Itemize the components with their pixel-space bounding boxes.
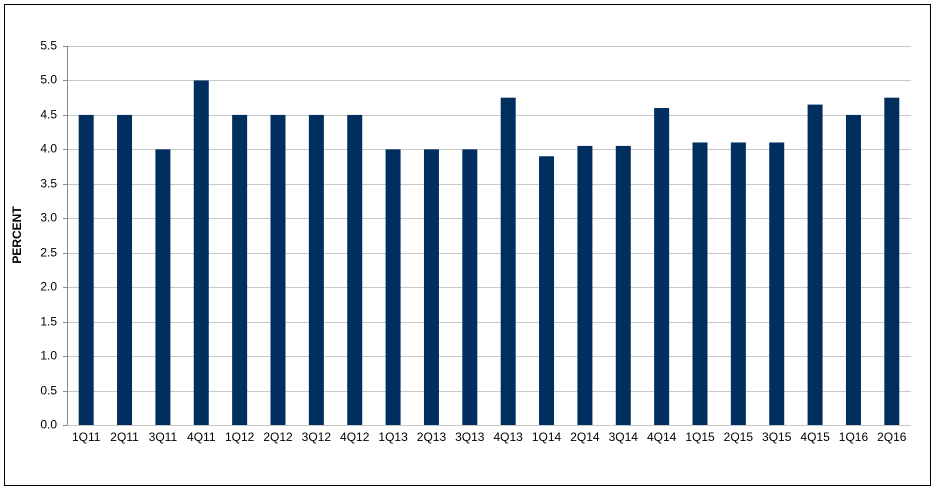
x-tick-label: 2Q16 — [877, 430, 907, 444]
bar — [500, 97, 516, 425]
bar — [615, 145, 631, 425]
y-tick-label: 0.5 — [40, 384, 57, 398]
bar — [155, 149, 171, 425]
bar — [423, 149, 439, 425]
x-tick-label: 3Q14 — [609, 430, 639, 444]
x-tick-label: 3Q15 — [762, 430, 792, 444]
x-tick-label: 1Q11 — [72, 430, 101, 444]
x-tick-label: 1Q14 — [532, 430, 562, 444]
x-tick-label: 4Q13 — [494, 430, 524, 444]
bar — [347, 114, 363, 425]
bar — [232, 114, 248, 425]
bar — [577, 145, 593, 425]
x-tick-label: 4Q12 — [340, 430, 370, 444]
x-tick-label: 2Q14 — [570, 430, 600, 444]
y-tick-label: 2.0 — [40, 280, 57, 294]
x-tick-label: 2Q15 — [724, 430, 754, 444]
x-tick-label: 1Q16 — [839, 430, 869, 444]
y-tick-label: 5.5 — [40, 39, 57, 53]
bar — [385, 149, 401, 425]
y-tick-label: 4.5 — [40, 108, 57, 122]
x-tick-label: 1Q15 — [685, 430, 715, 444]
y-tick-label: 1.5 — [40, 315, 57, 329]
bar — [884, 97, 900, 425]
x-tick-label: 4Q15 — [800, 430, 830, 444]
y-axis-label: PERCENT — [10, 206, 24, 264]
y-tick-label: 4.0 — [40, 142, 57, 156]
y-tick-label: 1.0 — [40, 349, 57, 363]
bar — [308, 114, 324, 425]
bar — [730, 142, 746, 426]
bar — [117, 114, 133, 425]
bar — [462, 149, 478, 425]
x-tick-label: 3Q13 — [455, 430, 485, 444]
bar — [769, 142, 785, 426]
y-tick-label: 3.5 — [40, 177, 57, 191]
bar — [539, 156, 555, 425]
y-tick-label: 5.0 — [40, 73, 57, 87]
x-tick-label: 1Q13 — [378, 430, 408, 444]
x-tick-label: 1Q12 — [225, 430, 255, 444]
bar — [193, 80, 209, 426]
y-tick-label: 3.0 — [40, 211, 57, 225]
x-tick-label: 2Q13 — [417, 430, 447, 444]
bar — [78, 114, 94, 425]
bar — [845, 114, 861, 425]
x-tick-label: 4Q14 — [647, 430, 677, 444]
y-tick-label: 0.0 — [40, 418, 57, 432]
x-tick-label: 2Q11 — [110, 430, 139, 444]
x-tick-label: 3Q12 — [302, 430, 332, 444]
y-tick-label: 2.5 — [40, 246, 57, 260]
x-tick-label: 4Q11 — [187, 430, 216, 444]
bar — [270, 114, 286, 425]
bar — [807, 104, 823, 425]
x-tick-label: 2Q12 — [263, 430, 293, 444]
bar — [654, 108, 670, 425]
bar — [692, 142, 708, 426]
x-tick-label: 3Q11 — [149, 430, 178, 444]
